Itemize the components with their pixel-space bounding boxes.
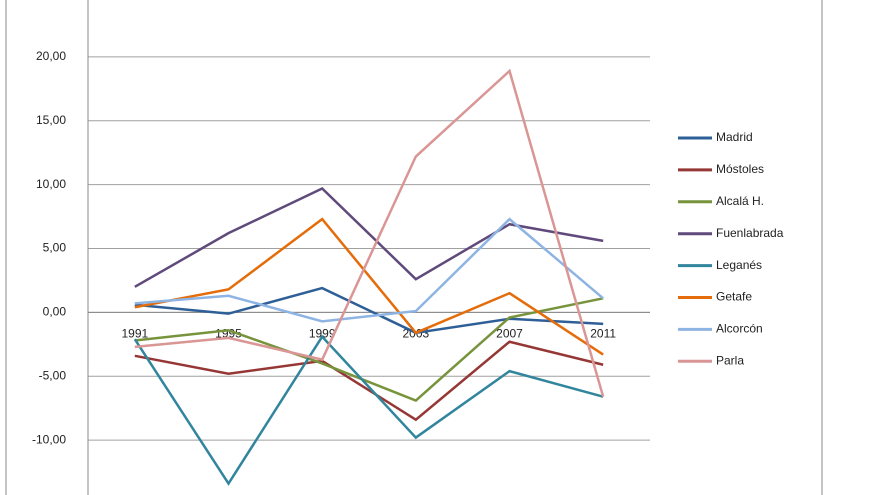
series-line	[133, 334, 604, 486]
series-line	[134, 297, 604, 402]
legend-label: Fuenlabrada	[716, 226, 784, 240]
legend-label: Madrid	[716, 130, 753, 144]
legend-label: Leganés	[716, 258, 762, 272]
legend-label: Móstoles	[716, 162, 764, 176]
series-line	[134, 217, 604, 323]
series-line	[134, 340, 604, 422]
y-tick-label: 5,00	[43, 241, 67, 255]
y-tick-label: -5,00	[39, 368, 67, 382]
y-tick-label: 0,00	[43, 305, 67, 319]
x-tick-label: 2007	[496, 327, 523, 341]
y-tick-label: 10,00	[36, 177, 66, 191]
series-line	[134, 286, 604, 335]
y-tick-label: 20,00	[36, 49, 66, 63]
x-tick-label: 1991	[121, 327, 148, 341]
y-tick-label: 15,00	[36, 113, 66, 127]
legend-label: Alcalá H.	[716, 194, 764, 208]
x-tick-label: 1999	[309, 327, 336, 341]
series-line	[134, 186, 604, 288]
series-line	[134, 217, 604, 356]
legend-label: Parla	[716, 353, 744, 367]
series-line	[134, 68, 605, 398]
x-tick-label: 2011	[590, 327, 616, 341]
y-tick-label: -10,00	[32, 432, 66, 446]
legend-label: Alcorcón	[716, 322, 763, 336]
legend-label: Getafe	[716, 290, 752, 304]
